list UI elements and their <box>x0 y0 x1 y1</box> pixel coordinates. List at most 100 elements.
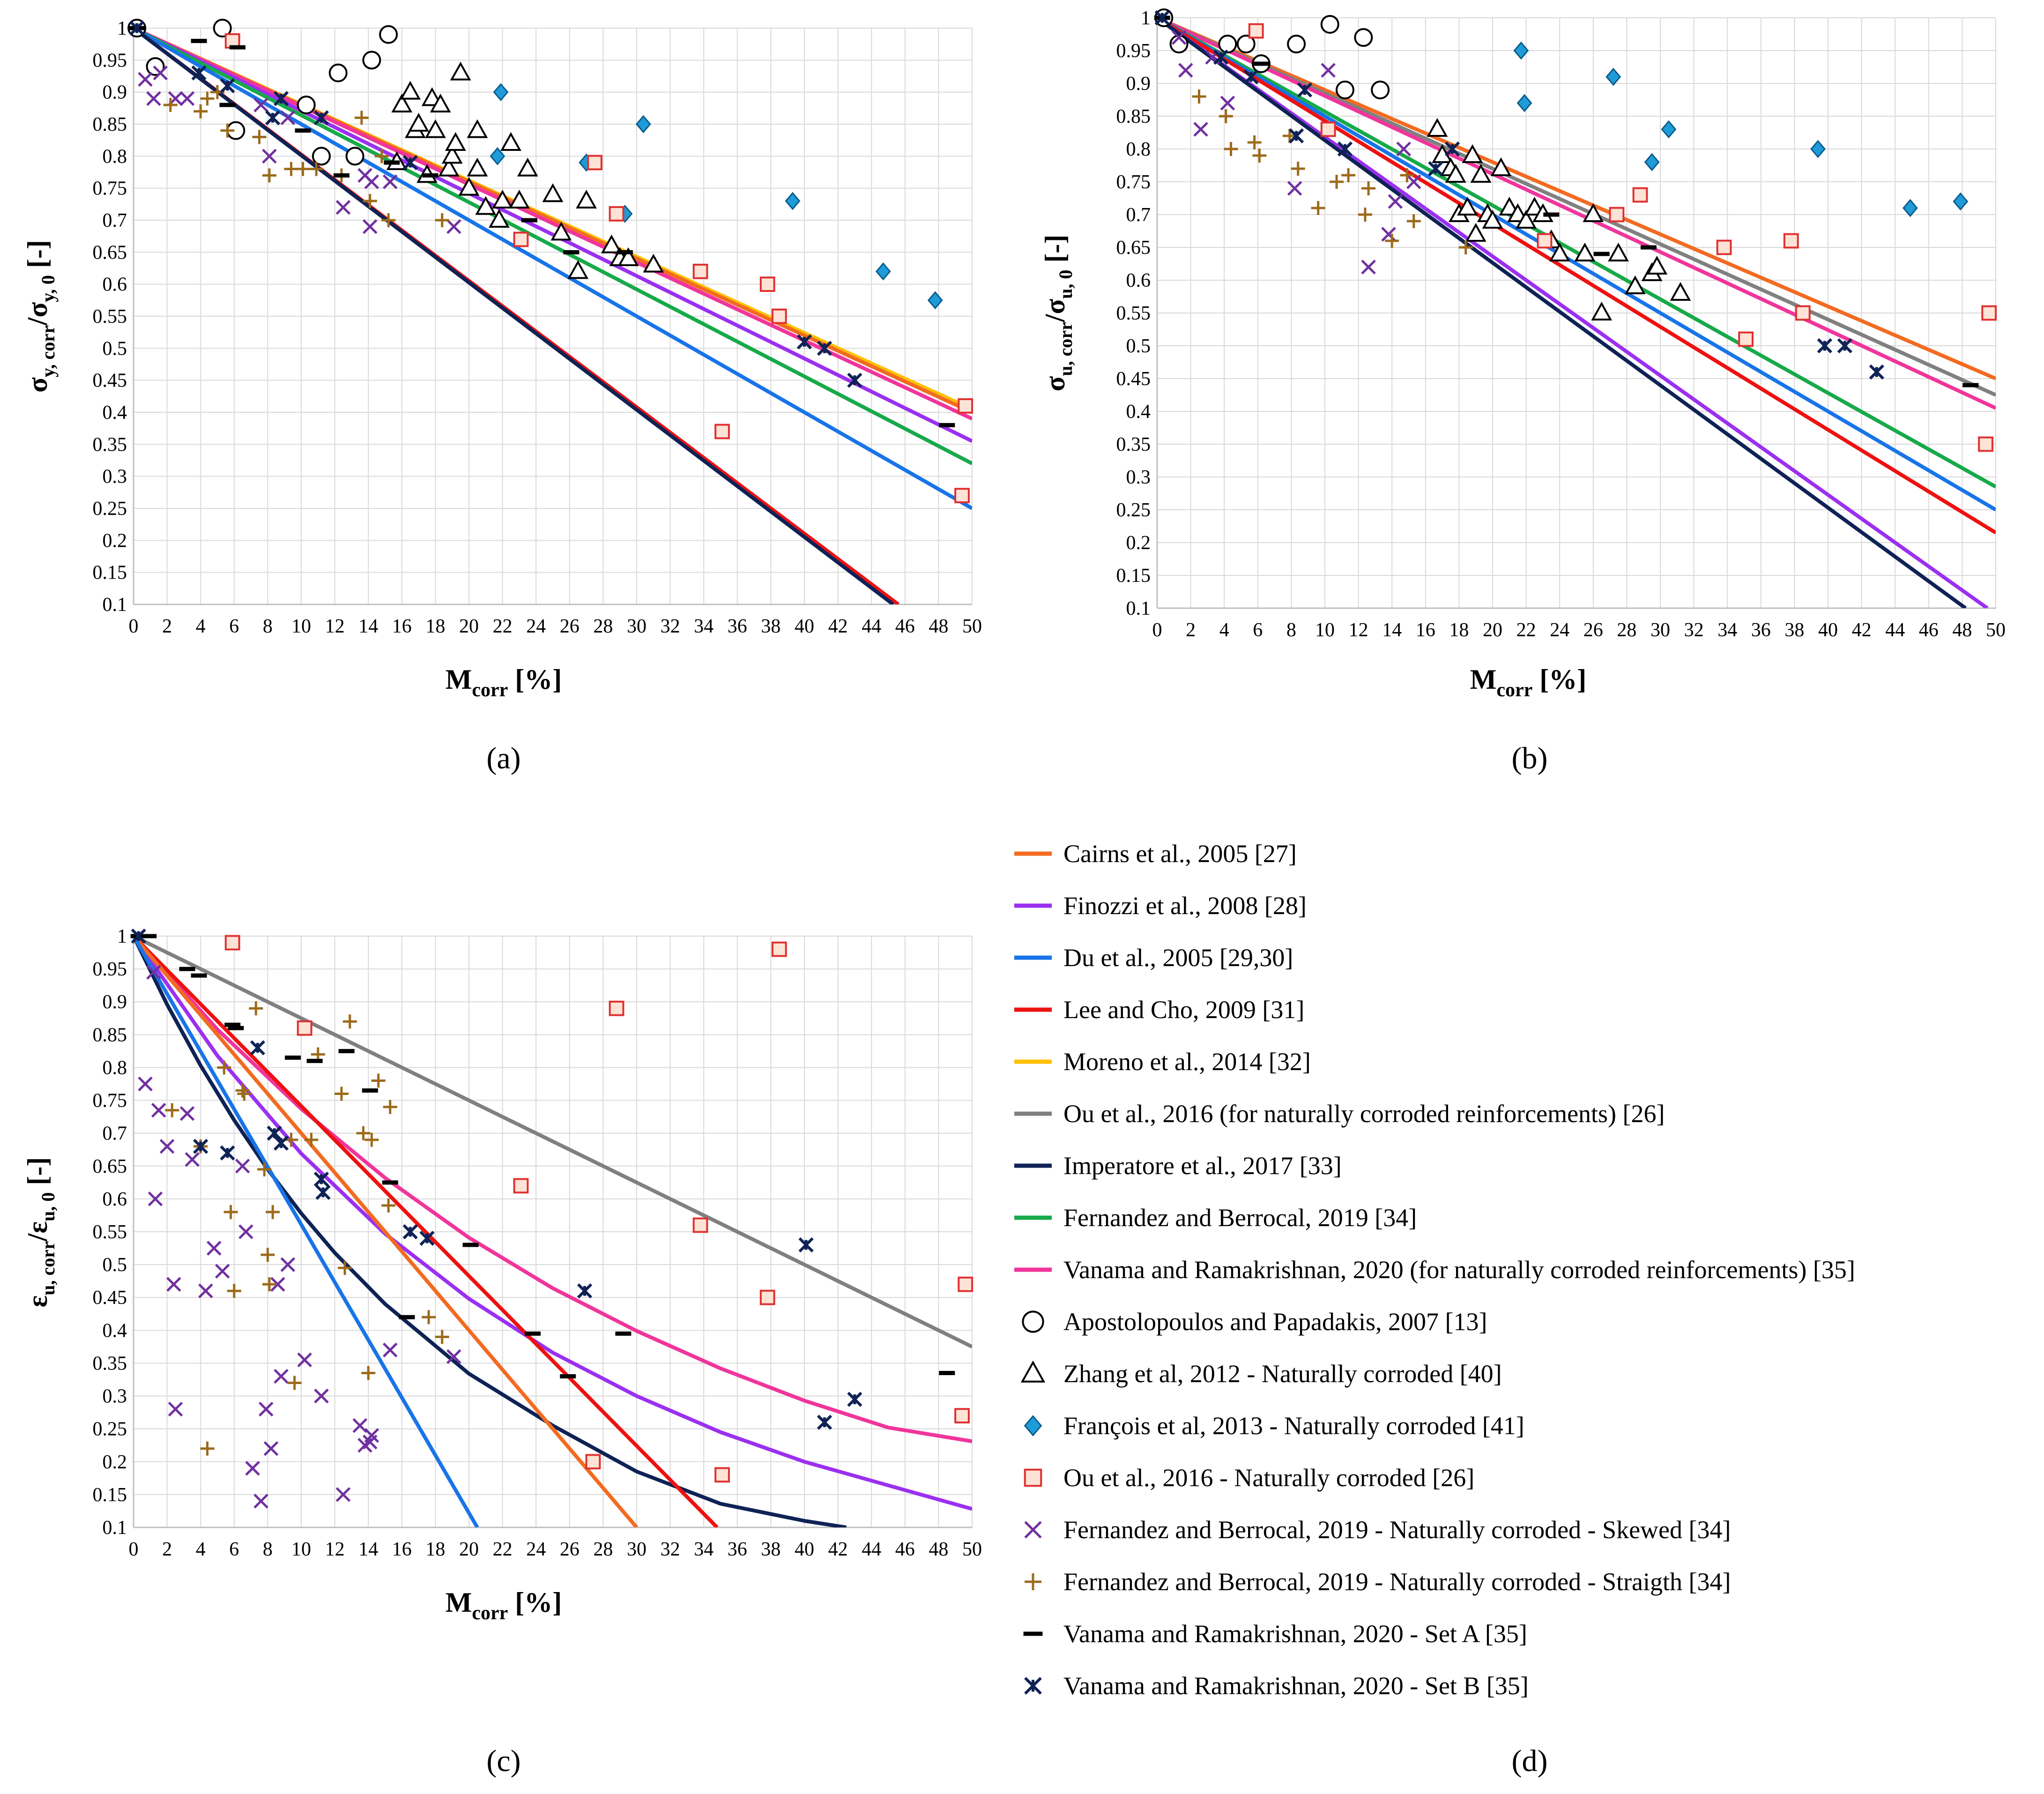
x-tick-label: 0 <box>129 616 139 637</box>
data-point <box>245 1461 260 1476</box>
data-point <box>402 1224 418 1240</box>
data-point <box>253 97 268 112</box>
data-point <box>1354 28 1373 47</box>
x-tick-label: 38 <box>761 1539 780 1560</box>
data-point <box>1646 255 1668 275</box>
x-tick-label: 18 <box>425 1539 445 1560</box>
data-point <box>1361 181 1376 195</box>
data-point <box>467 119 488 138</box>
x-tick-label: 48 <box>1952 619 1972 641</box>
panel-label-a: (a) <box>486 741 520 775</box>
x-tick-label: 40 <box>795 616 814 637</box>
legend-marker <box>1024 1415 1042 1437</box>
legend-label: Finozzi et al., 2008 [28] <box>1063 892 1307 920</box>
data-point <box>796 334 812 350</box>
x-tick-label: 4 <box>196 616 206 637</box>
y-axis-label: σu, corr/σu, 0 [-] <box>1040 235 1076 392</box>
data-point <box>200 1441 215 1456</box>
data-points <box>1154 8 1997 452</box>
y-tick-label: 0.25 <box>93 498 127 520</box>
model-lines <box>1157 18 1996 608</box>
data-point <box>263 1441 279 1456</box>
data-point <box>191 65 207 81</box>
data-point <box>875 262 891 281</box>
data-point <box>954 1408 970 1424</box>
y-axis-label-sub: u, 0 <box>37 1192 59 1221</box>
data-point <box>235 1083 250 1098</box>
data-point <box>129 20 145 36</box>
data-point <box>847 1392 862 1407</box>
x-tick-label: 46 <box>1919 619 1939 641</box>
data-point <box>798 1237 814 1253</box>
data-point <box>714 424 730 439</box>
x-tick-label: 46 <box>895 1539 915 1560</box>
x-axis-label-main: M <box>1470 664 1497 695</box>
data-point <box>273 91 289 106</box>
data-point <box>1513 41 1529 60</box>
data-point <box>364 1428 379 1443</box>
legend-marker <box>1024 1677 1042 1695</box>
data-point <box>450 61 471 81</box>
data-point <box>165 1103 179 1117</box>
data-point <box>1810 140 1826 158</box>
legend-entry: Ou et al., 2016 (for naturally corroded … <box>1014 1100 1665 1128</box>
data-point <box>1903 199 1918 217</box>
data-point <box>609 206 624 222</box>
data-point <box>1287 181 1302 196</box>
series-line <box>1157 18 1996 397</box>
data-point <box>1193 122 1208 137</box>
x-tick-label: 50 <box>962 1539 982 1560</box>
data-point <box>927 291 943 310</box>
data-point <box>1716 239 1732 255</box>
x-tick-label: 30 <box>627 1539 647 1560</box>
x-tick-label: 18 <box>1449 619 1469 641</box>
x-tick-label: 10 <box>291 1539 311 1560</box>
data-point <box>381 1198 396 1213</box>
y-tick-label: 0.65 <box>93 242 127 263</box>
data-point <box>1591 301 1613 320</box>
data-point <box>759 1289 775 1305</box>
y-tick-label: 0.6 <box>103 274 127 296</box>
data-point <box>785 192 801 210</box>
data-point <box>1341 168 1356 182</box>
x-tick-label: 14 <box>358 616 378 637</box>
legend-label: Vanama and Ramakrishnan, 2020 - Set B [3… <box>1063 1672 1529 1700</box>
series-line <box>134 936 479 1527</box>
y-tick-label: 0.3 <box>1126 467 1151 488</box>
y-tick-label: 0.95 <box>93 959 127 980</box>
y-tick-label: 0.9 <box>103 991 127 1013</box>
data-point <box>313 110 329 126</box>
x-axis-label: Mcorr [%] <box>1470 664 1587 701</box>
x-tick-label: 32 <box>1684 619 1704 641</box>
data-point <box>146 965 161 980</box>
data-point <box>356 1126 371 1140</box>
model-lines <box>134 28 972 604</box>
legend-entry: Fernandez and Berrocal, 2019 - Naturally… <box>1024 1516 1731 1544</box>
y-tick-label: 0.4 <box>103 402 127 424</box>
data-point <box>391 93 413 112</box>
data-point <box>1337 141 1353 157</box>
data-point <box>490 147 505 165</box>
data-point <box>446 1349 461 1364</box>
x-axis-label-unit: [%] <box>1532 664 1586 695</box>
data-point <box>266 1205 280 1219</box>
data-point <box>1361 260 1376 275</box>
x-tick-label: 22 <box>493 616 513 637</box>
y-tick-label: 0.1 <box>1126 598 1151 619</box>
data-point <box>419 1230 435 1246</box>
data-point <box>1537 233 1553 249</box>
legend-label: Lee and Cho, 2009 [31] <box>1063 996 1304 1024</box>
y-axis-label-sub: u, corr <box>37 1241 59 1295</box>
x-tick-label: 44 <box>1885 619 1905 641</box>
y-tick-label: 0.7 <box>103 210 127 231</box>
data-point <box>296 162 310 176</box>
y-tick-label: 0.2 <box>1126 532 1151 554</box>
series-line <box>1157 18 1989 608</box>
y-axis-label-main: σ <box>1040 376 1070 391</box>
x-tick-label: 32 <box>661 1539 680 1560</box>
data-point <box>342 1014 357 1029</box>
y-axis-label-unit: [-] <box>1040 235 1070 270</box>
data-point <box>1470 164 1492 183</box>
gridlines <box>133 28 973 605</box>
data-point <box>237 1087 252 1101</box>
